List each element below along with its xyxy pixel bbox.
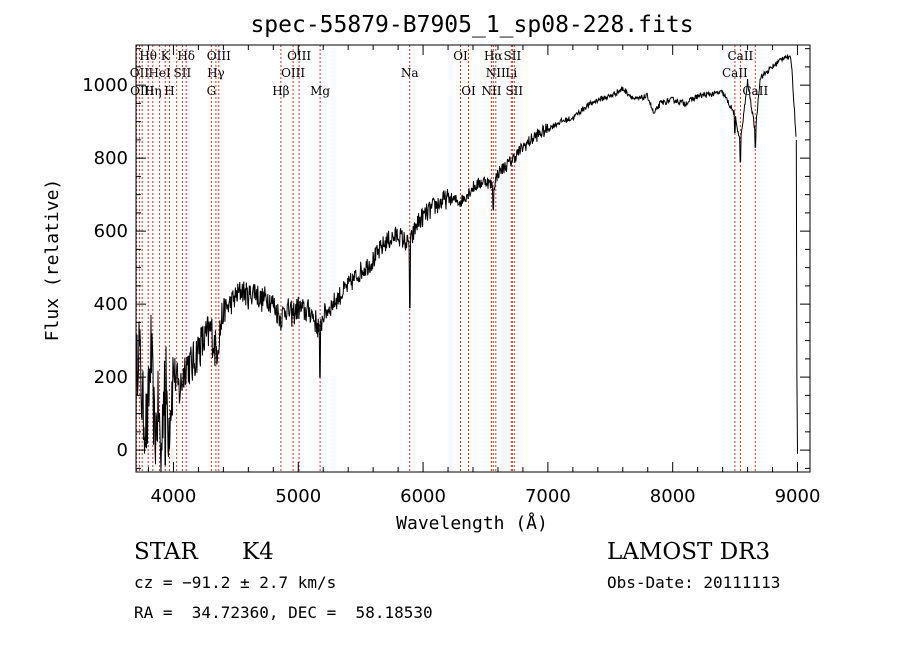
line-label: Hδ — [177, 49, 195, 63]
line-label: OIII — [287, 49, 311, 63]
survey-name: LAMOST DR3 — [607, 539, 771, 565]
series-layer — [135, 54, 798, 473]
line-label: CaII — [727, 49, 753, 63]
line-label: SII — [504, 49, 522, 63]
line-label: NII — [482, 84, 502, 98]
line-label: Hα — [484, 49, 503, 63]
y-tick-label: 0 — [117, 440, 128, 461]
line-label: K — [161, 49, 171, 63]
line-label: Hθ — [139, 49, 157, 63]
line-label: G — [207, 84, 217, 98]
x-tick-label: 8000 — [650, 486, 696, 507]
line-label: Li — [505, 66, 517, 80]
chart-title: spec-55879-B7905_1_sp08-228.fits — [250, 12, 693, 38]
line-label: Hγ — [207, 66, 225, 80]
line-label: NII — [486, 66, 506, 80]
x-tick-label: 5000 — [275, 486, 321, 507]
line-label: Mg — [310, 84, 330, 98]
line-label: H — [164, 84, 174, 98]
line-label: Hη — [144, 84, 162, 98]
spectrum-chart: spec-55879-B7905_1_sp08-228.fits Hθ K Hδ OI… — [42, 12, 820, 534]
x-tick-label: 4000 — [151, 486, 197, 507]
flux-series-line — [135, 54, 797, 473]
flux-series-tail — [795, 139, 798, 454]
spectral-class: STAR — [134, 539, 198, 565]
line-label: OI — [453, 49, 468, 63]
line-markers — [136, 45, 756, 472]
coordinates: RA = 34.72360, DEC = 58.18530 — [134, 603, 433, 622]
y-tick-label: 600 — [94, 221, 128, 242]
y-axis-label: Flux (relative) — [42, 179, 63, 342]
x-tick-label: 9000 — [775, 486, 821, 507]
line-label: Na — [401, 66, 419, 80]
line-label: CaII — [722, 66, 748, 80]
x-axis-label: Wavelength (Å) — [396, 512, 548, 534]
axis-ticks: 4000 5000 6000 7000 8000 9000 0 200 400 600 800 100… — [82, 45, 820, 507]
line-label: SII — [174, 66, 192, 80]
redshift-velocity: cz = −91.2 ± 2.7 km/s — [134, 573, 337, 592]
x-tick-label: 7000 — [525, 486, 571, 507]
y-tick-label: 400 — [94, 294, 128, 315]
y-tick-label: 800 — [94, 148, 128, 169]
observation-date: Obs-Date: 20111113 — [607, 573, 781, 592]
line-label: OI — [461, 84, 476, 98]
plot-frame — [135, 44, 811, 473]
y-tick-label: 1000 — [82, 75, 128, 96]
line-label: OIII — [281, 66, 305, 80]
y-tick-label: 200 — [94, 367, 128, 388]
line-label: Hβ — [272, 84, 289, 98]
line-label: HeI — [148, 66, 171, 80]
line-label: OIII — [207, 49, 231, 63]
spectral-subclass: K4 — [242, 539, 274, 565]
line-label: OII — [130, 66, 150, 80]
x-tick-label: 6000 — [400, 486, 446, 507]
line-label: SII — [505, 84, 523, 98]
line-label: CaII — [742, 84, 768, 98]
